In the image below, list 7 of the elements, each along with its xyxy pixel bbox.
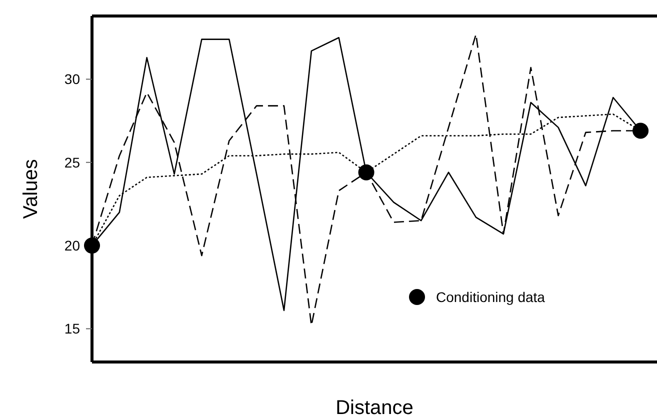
legend-label: Conditioning data xyxy=(436,289,545,305)
y-axis-title: Values xyxy=(20,159,42,219)
x-axis-title: Distance xyxy=(336,397,414,418)
y-tick-label: 15 xyxy=(64,320,80,337)
y-tick-label: 30 xyxy=(64,71,80,88)
y-tick-label: 20 xyxy=(64,238,80,254)
y-tick-label: 25 xyxy=(64,154,80,170)
